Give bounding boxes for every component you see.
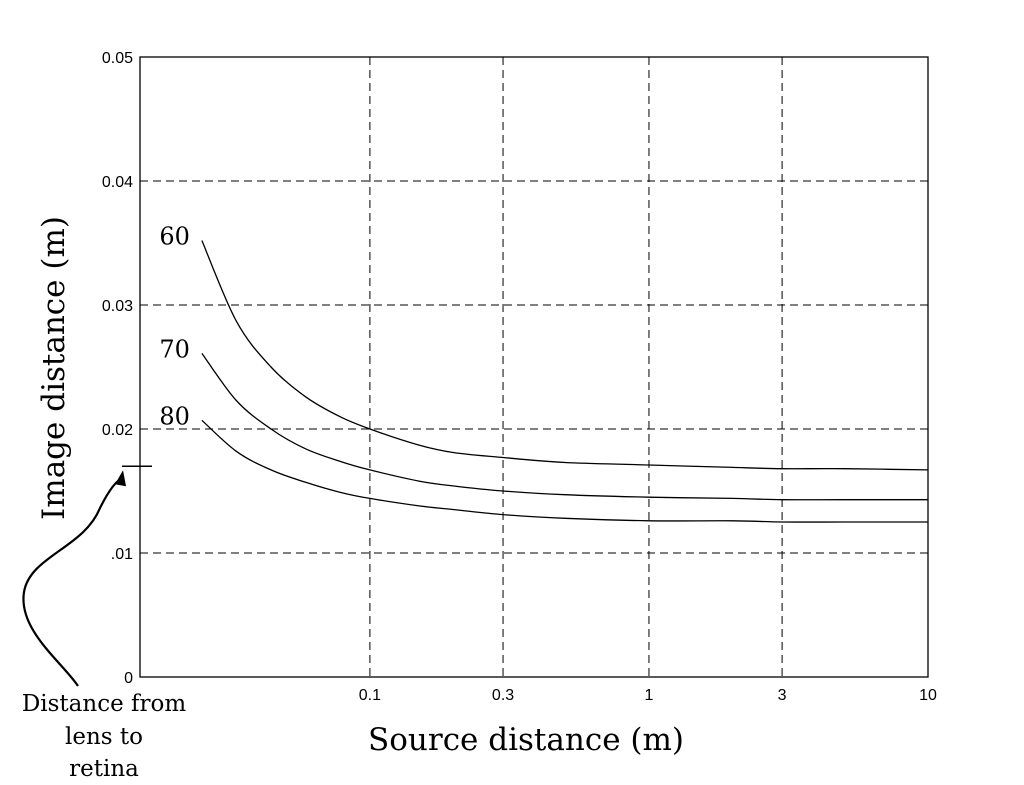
series-label-60: 60 [159,223,190,251]
annotation-line-2: lens to [65,724,143,750]
series-label-80: 80 [159,402,190,430]
tick-labels: 0.1 0.3 1 3 10 0 .01 0.02 0.03 0.04 0.05 [102,50,937,704]
y-tick-label: 0.05 [102,50,133,67]
series-curves [201,240,929,523]
annotation-line-1: Distance from [22,691,187,717]
x-axis-title: Source distance (m) [368,722,684,758]
grid-lines [140,57,928,677]
annotation-line-3: retina [69,756,139,782]
x-tick-label: 0.1 [359,687,381,704]
y-axis-title: Image distance (m) [36,216,72,520]
y-tick-label: .01 [111,546,133,563]
series-line-70 [201,353,928,501]
series-labels: 60 70 80 [159,223,190,431]
plot-frame [139,56,929,678]
series-label-70: 70 [159,335,190,363]
annotation-arrow [22,477,124,687]
y-tick-label: 0.02 [102,422,133,439]
series-line-60 [201,240,929,471]
y-tick-label: 0.03 [102,298,133,315]
y-tick-label: 0 [124,670,133,687]
x-tick-label: 3 [778,687,787,704]
x-tick-label: 1 [645,687,654,704]
y-tick-label: 0.04 [102,174,133,191]
series-line-80 [201,419,928,523]
x-tick-label: 0.3 [492,687,514,704]
x-tick-label: 10 [919,687,937,704]
arrowhead-icon [115,470,126,487]
retina-annotation: Distance from lens to retina [22,465,187,782]
